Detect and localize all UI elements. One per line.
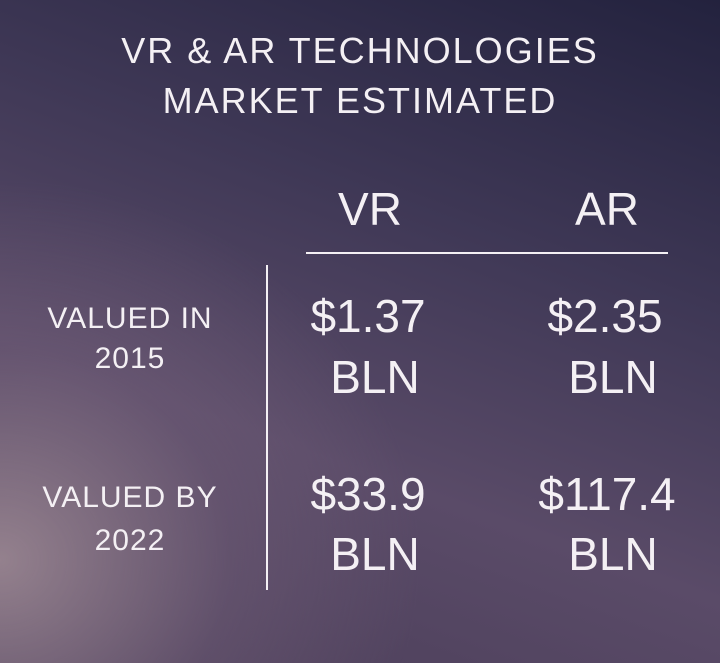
vr-2022-value: $33.9 [310, 468, 426, 520]
header-divider [306, 252, 668, 254]
ar-2015-value: $2.35 [547, 290, 663, 342]
row-label-2015-line1: VALUED IN [47, 302, 213, 335]
ar-2022-unit: BLN [568, 528, 658, 580]
vr-2022-unit: BLN [330, 528, 420, 580]
vr-2015-unit: BLN [330, 351, 420, 403]
vr-2015-value: $1.37 [310, 290, 426, 342]
ar-2015-unit: BLN [568, 351, 658, 403]
column-header-vr: VR [338, 183, 402, 235]
title-line-1: VR & AR TECHNOLOGIES [121, 30, 599, 71]
row-label-2015-line2: 2015 [94, 342, 166, 375]
row-label-2022-line1: VALUED BY [42, 481, 218, 514]
ar-2022-value: $117.4 [538, 468, 676, 520]
title-line-2: MARKET ESTIMATED [162, 80, 558, 121]
row-label-2022-line2: 2022 [94, 524, 166, 557]
column-header-ar: AR [575, 183, 639, 235]
column-divider [266, 265, 268, 590]
